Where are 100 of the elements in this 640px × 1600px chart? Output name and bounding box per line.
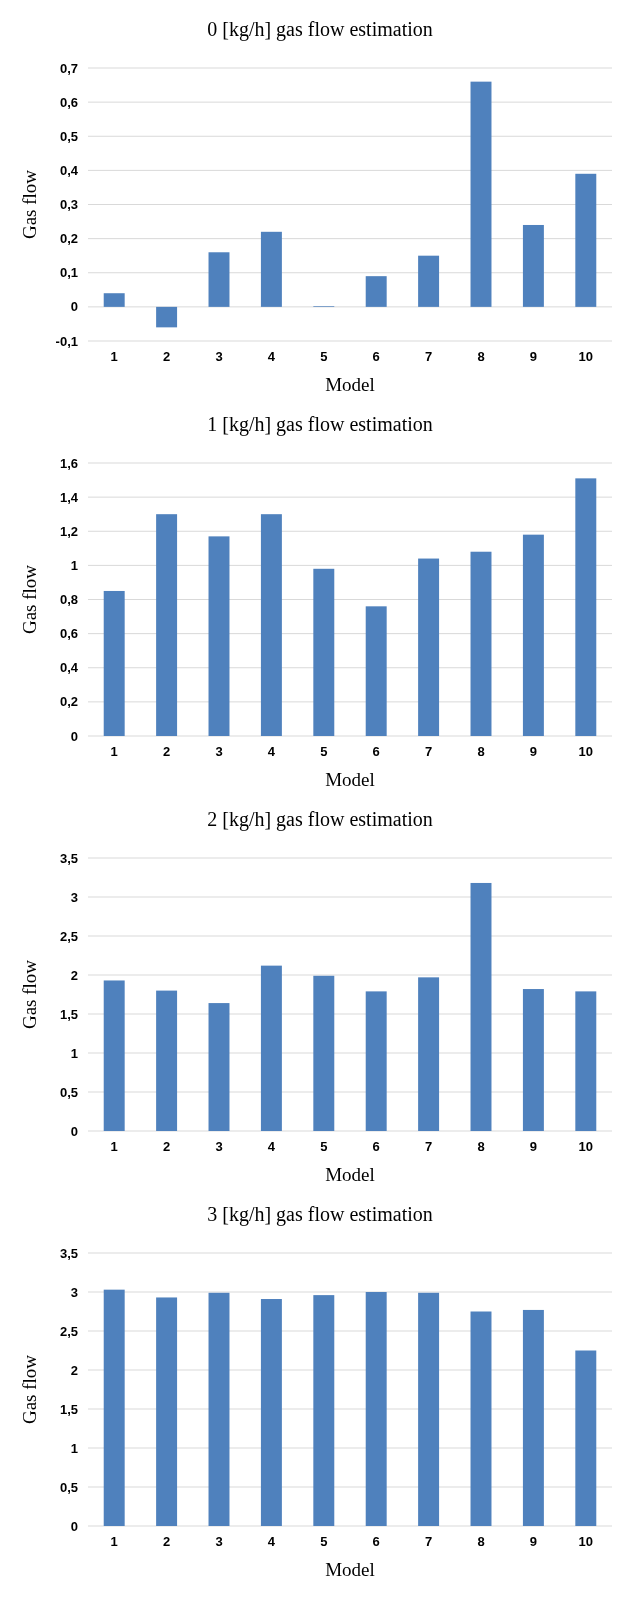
x-tick-label: 4 (267, 349, 276, 364)
y-tick-label: 1,5 (59, 1401, 78, 1417)
bar (418, 255, 440, 307)
y-tick-label: 2,5 (59, 928, 78, 944)
x-tick-label: 1 (110, 349, 118, 364)
x-tick-label: 8 (477, 744, 485, 759)
y-tick-label: 3 (70, 1284, 78, 1300)
bar (260, 514, 282, 736)
y-tick-label: 0 (70, 728, 78, 744)
chart-title: 1 [kg/h] gas flow estimation (207, 413, 433, 436)
y-axis-title: Gas flow (19, 169, 40, 240)
bar (365, 991, 387, 1131)
y-tick-label: 3 (70, 889, 78, 905)
y-tick-label: 0,5 (59, 1084, 78, 1100)
bar (418, 977, 440, 1131)
bar (470, 1311, 492, 1526)
y-tick-label: 1,6 (59, 455, 78, 471)
bar (575, 478, 597, 736)
y-axis-title: Gas flow (19, 1354, 40, 1425)
x-axis-title: Model (325, 769, 375, 790)
bar (575, 1350, 597, 1526)
y-tick-label: 2,5 (59, 1323, 78, 1339)
bar (208, 536, 230, 736)
y-tick-label: 0 (70, 299, 78, 315)
y-tick-label: 0,2 (59, 231, 78, 247)
bar (313, 975, 335, 1131)
bar (470, 81, 492, 307)
x-tick-label: 10 (578, 349, 594, 364)
x-tick-label: 1 (110, 1534, 118, 1549)
x-tick-label: 10 (578, 1534, 594, 1549)
x-axis-title: Model (325, 374, 375, 395)
x-tick-label: 8 (477, 349, 485, 364)
x-axis-title: Model (325, 1559, 375, 1580)
x-tick-label: 3 (215, 1534, 223, 1549)
bar (575, 173, 597, 307)
y-tick-label: 0,2 (59, 694, 78, 710)
y-tick-label: 0,3 (59, 197, 78, 213)
bar (208, 1292, 230, 1526)
bar (313, 568, 335, 736)
x-axis-title: Model (325, 1164, 375, 1185)
y-tick-label: 1,5 (59, 1006, 78, 1022)
bar (470, 882, 492, 1131)
bar (313, 1295, 335, 1526)
y-tick-label: 0,8 (59, 592, 78, 608)
x-tick-label: 4 (267, 1139, 276, 1154)
bar (156, 514, 178, 736)
x-tick-label: 4 (267, 744, 276, 759)
y-tick-label: 2 (70, 1362, 78, 1378)
x-tick-label: 7 (424, 1139, 433, 1154)
bar (470, 551, 492, 736)
y-tick-label: 0,6 (59, 626, 78, 642)
bar (103, 1289, 125, 1526)
bar (260, 231, 282, 307)
bar (208, 252, 230, 307)
y-tick-label: 1 (70, 1045, 78, 1061)
y-tick-label: 0 (70, 1123, 78, 1139)
x-tick-label: 3 (215, 1139, 223, 1154)
x-tick-label: 3 (215, 349, 223, 364)
x-tick-label: 8 (477, 1534, 485, 1549)
x-tick-label: 2 (162, 1139, 171, 1154)
x-tick-label: 6 (372, 744, 380, 759)
y-axis-title: Gas flow (19, 959, 40, 1030)
bar (103, 980, 125, 1131)
bar (260, 965, 282, 1131)
y-tick-label: 3,5 (59, 850, 78, 866)
y-tick-label: 3,5 (59, 1245, 78, 1261)
x-tick-label: 10 (578, 1139, 594, 1154)
x-tick-label: 10 (578, 744, 594, 759)
x-tick-label: 9 (529, 349, 538, 364)
chart-title: 2 [kg/h] gas flow estimation (207, 808, 433, 831)
x-tick-label: 4 (267, 1534, 276, 1549)
bar (522, 1309, 544, 1526)
bar (103, 293, 125, 307)
x-tick-label: 2 (162, 1534, 171, 1549)
bar (365, 1292, 387, 1526)
bar (365, 276, 387, 307)
y-tick-label: 0 (70, 1518, 78, 1534)
x-tick-label: 6 (372, 1139, 380, 1154)
bar (418, 558, 440, 736)
bar (522, 224, 544, 307)
x-tick-label: 3 (215, 744, 223, 759)
x-tick-label: 7 (424, 744, 433, 759)
bar (522, 989, 544, 1131)
x-tick-label: 9 (529, 1139, 538, 1154)
y-tick-label: 1,4 (59, 489, 79, 505)
y-tick-label: 1 (70, 1440, 78, 1456)
y-tick-label: 0,5 (59, 128, 78, 144)
bar (575, 991, 597, 1131)
x-tick-label: 7 (424, 1534, 433, 1549)
bar (365, 606, 387, 736)
y-tick-label: 0,5 (59, 1479, 78, 1495)
y-tick-label: 1,2 (59, 523, 78, 539)
x-tick-label: 9 (529, 744, 538, 759)
x-tick-label: 6 (372, 1534, 380, 1549)
y-tick-label: 0,6 (59, 94, 78, 110)
x-tick-label: 9 (529, 1534, 538, 1549)
x-tick-label: 5 (320, 1139, 328, 1154)
x-tick-label: 6 (372, 349, 380, 364)
y-tick-label: 0,4 (59, 162, 79, 178)
y-tick-label: 0,1 (59, 265, 78, 281)
